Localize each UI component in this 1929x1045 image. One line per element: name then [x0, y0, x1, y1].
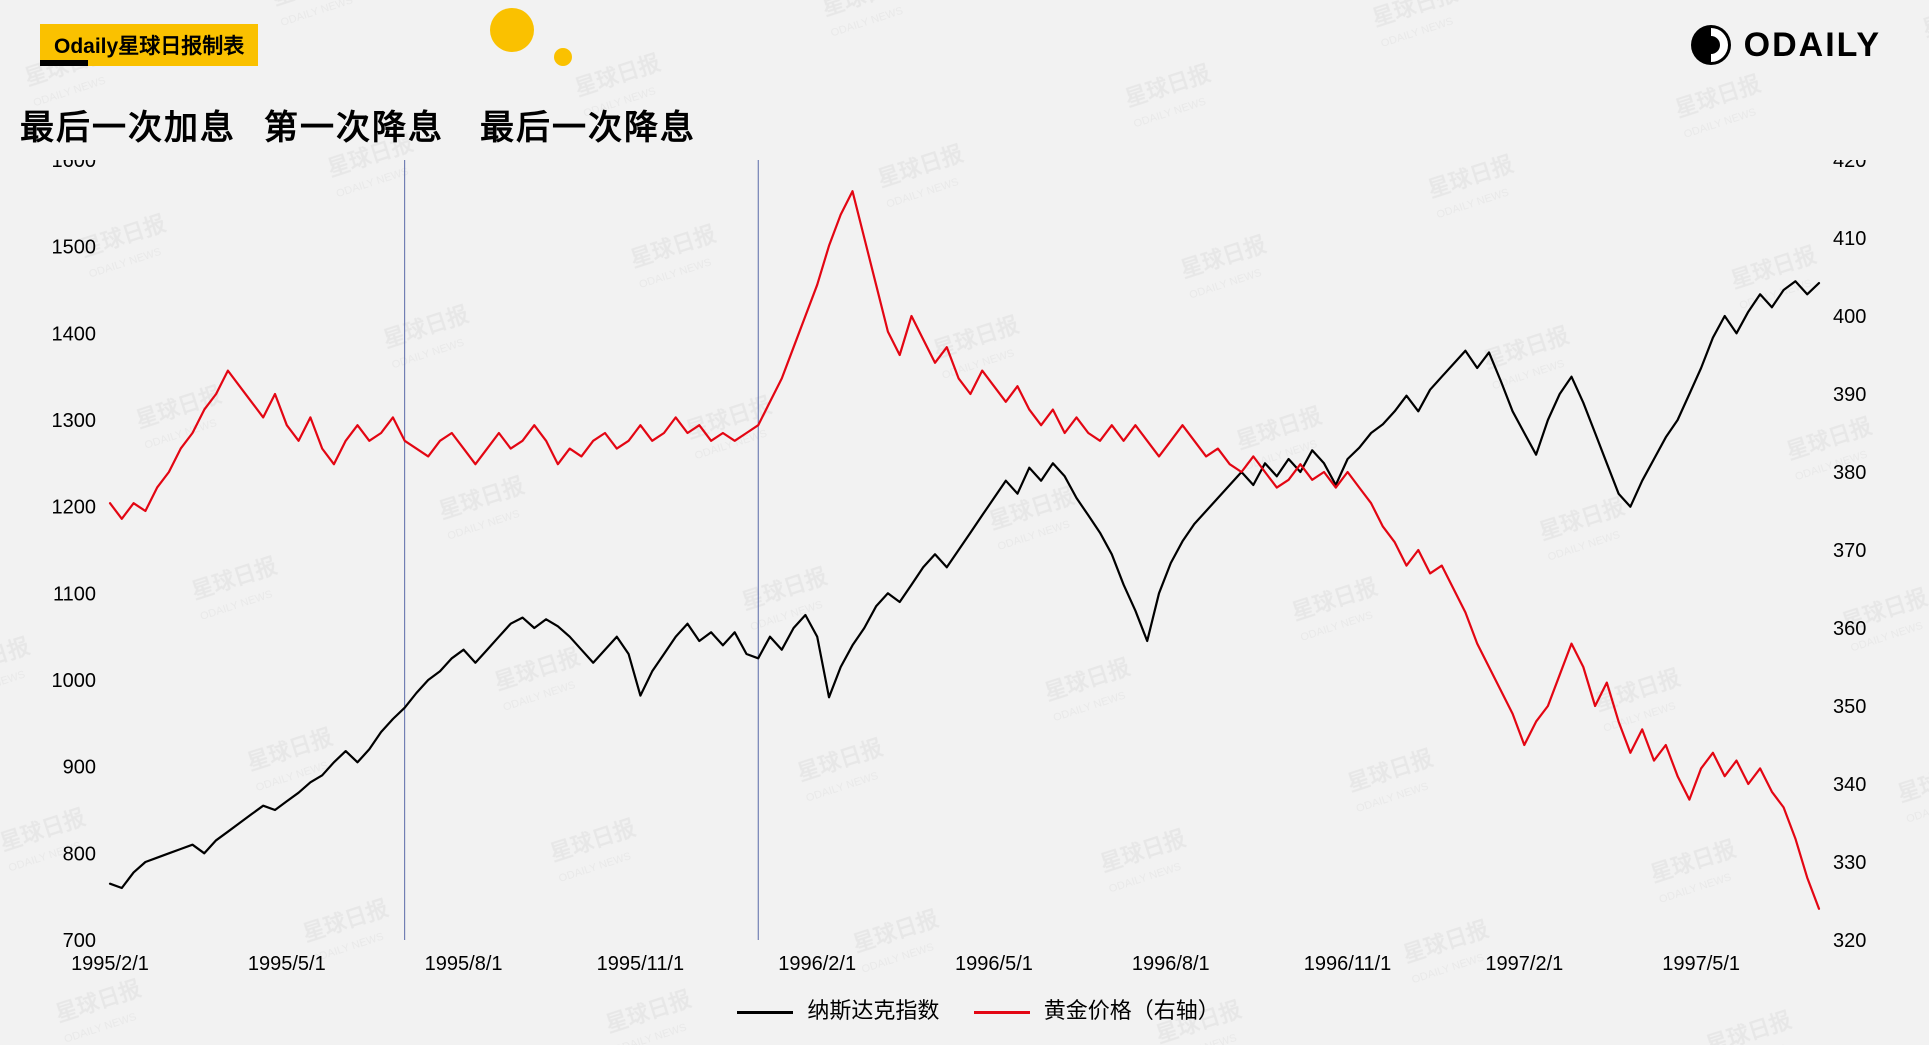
svg-text:330: 330 [1833, 852, 1866, 874]
svg-text:1200: 1200 [52, 497, 97, 519]
svg-text:1300: 1300 [52, 410, 97, 432]
badge-underline [40, 60, 88, 66]
svg-text:320: 320 [1833, 930, 1866, 952]
svg-text:1100: 1100 [53, 583, 96, 605]
svg-text:1996/11/1: 1996/11/1 [1304, 953, 1392, 975]
svg-text:1995/5/1: 1995/5/1 [248, 953, 326, 975]
svg-text:390: 390 [1833, 384, 1866, 406]
svg-text:370: 370 [1833, 540, 1866, 562]
annotation-last-hike: 最后一次加息 [20, 100, 236, 149]
annotation-last-cut: 最后一次降息 [480, 100, 696, 149]
legend-swatch-nasdaq [737, 1011, 793, 1014]
legend-label-nasdaq: 纳斯达克指数 [807, 998, 939, 1023]
legend: 纳斯达克指数 黄金价格（右轴） [0, 993, 1929, 1025]
brand-logo-icon [1690, 24, 1732, 66]
svg-text:1996/8/1: 1996/8/1 [1132, 953, 1210, 975]
decor-dot-large [490, 8, 534, 52]
svg-text:1996/5/1: 1996/5/1 [955, 953, 1033, 975]
legend-swatch-gold [974, 1011, 1030, 1014]
decor-dot-small [554, 48, 572, 66]
svg-text:360: 360 [1833, 618, 1866, 640]
svg-text:350: 350 [1833, 696, 1866, 718]
svg-text:1996/2/1: 1996/2/1 [778, 953, 856, 975]
svg-text:420: 420 [1833, 160, 1866, 172]
svg-text:1995/11/1: 1995/11/1 [597, 953, 685, 975]
svg-text:1995/2/1: 1995/2/1 [71, 953, 149, 975]
legend-label-gold: 黄金价格（右轴） [1044, 998, 1220, 1023]
svg-text:1997/2/1: 1997/2/1 [1485, 953, 1563, 975]
svg-text:1400: 1400 [52, 323, 97, 345]
svg-text:1500: 1500 [52, 237, 97, 259]
svg-text:1600: 1600 [52, 160, 97, 172]
svg-text:340: 340 [1833, 774, 1866, 796]
annotation-first-cut: 第一次降息 [264, 100, 444, 149]
svg-text:1997/5/1: 1997/5/1 [1662, 953, 1740, 975]
svg-text:410: 410 [1833, 228, 1866, 250]
svg-text:900: 900 [63, 757, 96, 779]
svg-text:380: 380 [1833, 462, 1866, 484]
svg-text:400: 400 [1833, 306, 1866, 328]
svg-text:1995/8/1: 1995/8/1 [425, 953, 503, 975]
brand: ODAILY [1690, 24, 1881, 66]
chart: 700 800 900 1000 1100 1200 1300 1400 1500 1600 320… [20, 160, 1909, 975]
brand-name: ODAILY [1744, 26, 1881, 65]
svg-text:800: 800 [63, 843, 96, 865]
svg-text:700: 700 [63, 930, 96, 952]
svg-text:1000: 1000 [52, 670, 97, 692]
